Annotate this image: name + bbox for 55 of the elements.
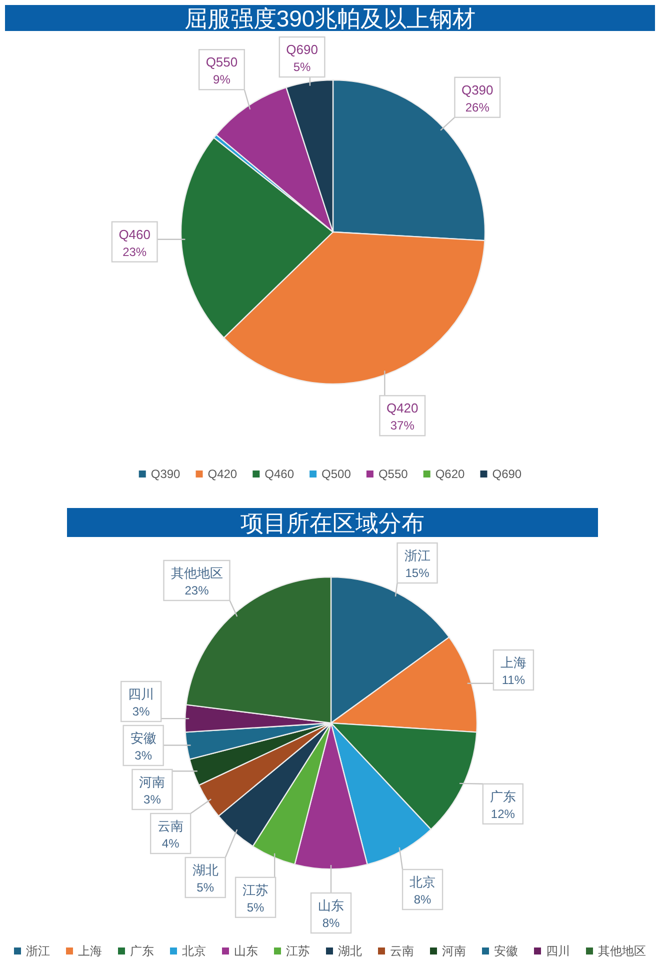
slice-label: 江苏 bbox=[242, 882, 269, 898]
legend-label: Q390 bbox=[150, 467, 181, 481]
legend-label: 广东 bbox=[130, 944, 154, 958]
legend-label: Q460 bbox=[264, 467, 294, 481]
data-label: 12% bbox=[490, 806, 516, 821]
legend-label: Q620 bbox=[435, 467, 466, 481]
legend-label: Q550 bbox=[378, 467, 408, 481]
legend-label: 北京 bbox=[182, 944, 206, 958]
legend-label: Q690 bbox=[492, 467, 522, 481]
data-label: 37% bbox=[390, 418, 415, 433]
data-label: 23% bbox=[184, 583, 210, 598]
legend-label: 上海 bbox=[78, 944, 102, 958]
slice-label: 河南 bbox=[139, 774, 166, 790]
slice-label: 四川 bbox=[128, 686, 154, 702]
slice-label: 上海 bbox=[500, 654, 526, 670]
legend-label: 山东 bbox=[234, 944, 258, 958]
slice-label: 北京 bbox=[410, 874, 436, 890]
data-label: 23% bbox=[122, 244, 147, 259]
legend-label: 安徽 bbox=[494, 944, 518, 958]
data-label: 3% bbox=[132, 704, 150, 718]
legend-label: 江苏 bbox=[286, 944, 310, 958]
legend-label: 浙江 bbox=[26, 944, 50, 958]
legend-label: 河南 bbox=[442, 944, 466, 958]
legend-label: 湖北 bbox=[338, 944, 362, 958]
slice-label: Q690 bbox=[286, 42, 318, 57]
data-label: 5% bbox=[196, 880, 214, 894]
data-label: 8% bbox=[414, 892, 432, 906]
slice-label: 广东 bbox=[490, 788, 516, 804]
slice-label: 浙江 bbox=[404, 548, 430, 563]
slice-label: 山东 bbox=[318, 898, 344, 913]
slice-label: Q420 bbox=[386, 400, 418, 416]
data-label: 9% bbox=[213, 72, 231, 87]
slice-label: Q390 bbox=[461, 82, 494, 98]
legend-label: 四川 bbox=[546, 944, 570, 958]
legend-label: 云南 bbox=[390, 944, 414, 958]
legend-label: Q420 bbox=[208, 467, 238, 481]
legend-label: 其他地区 bbox=[598, 944, 646, 958]
slice-label: 其他地区 bbox=[170, 565, 223, 580]
data-label: 3% bbox=[144, 792, 162, 806]
data-label: 5% bbox=[246, 900, 265, 914]
data-label: 3% bbox=[134, 748, 152, 762]
slice-label: 安徽 bbox=[130, 730, 156, 746]
chart-title: 屈服强度390兆帕及以上钢材 bbox=[184, 5, 476, 32]
slice-label: 湖北 bbox=[192, 862, 218, 878]
chart-title: 项目所在区域分布 bbox=[240, 510, 424, 536]
slice-label: 云南 bbox=[158, 818, 184, 834]
data-label: 15% bbox=[405, 566, 430, 580]
data-label: 26% bbox=[465, 100, 490, 114]
slice-label: Q460 bbox=[118, 226, 151, 242]
legend-label: Q500 bbox=[322, 467, 352, 481]
slice-label: Q550 bbox=[206, 54, 238, 70]
data-label: 8% bbox=[322, 916, 340, 930]
data-label: 11% bbox=[502, 672, 526, 687]
data-label: 5% bbox=[293, 60, 312, 74]
data-label: 4% bbox=[162, 836, 180, 850]
